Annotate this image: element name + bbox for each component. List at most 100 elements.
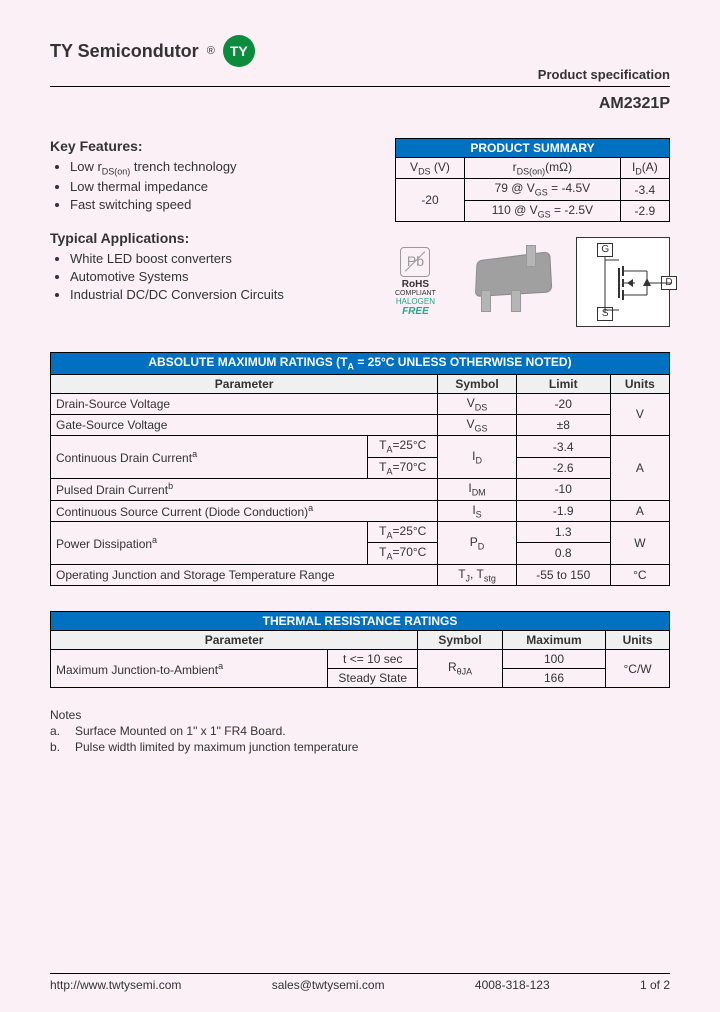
table-header: rDS(on)(mΩ) xyxy=(464,158,620,179)
table-cell: -1.9 xyxy=(516,500,610,521)
rohs-text: FREE xyxy=(395,306,436,317)
notes-heading: Notes xyxy=(50,708,670,722)
table-cell: Maximum Junction-to-Ambienta xyxy=(51,650,328,688)
table-header: Units xyxy=(606,631,670,650)
graphics-row: Pb RoHS COMPLIANT HALOGEN FREE G S D xyxy=(395,237,670,327)
footer: http://www.twtysemi.com sales@twtysemi.c… xyxy=(50,973,670,992)
table-cell: t <= 10 sec xyxy=(328,650,418,669)
table-cell: IDM xyxy=(438,479,517,500)
list-item: White LED boost converters xyxy=(70,250,375,268)
table-cell: Gate-Source Voltage xyxy=(51,414,438,435)
company-name: TY Semicondutor xyxy=(50,41,199,62)
table-cell: TJ, Tstg xyxy=(438,564,517,585)
table-cell: 0.8 xyxy=(516,543,610,564)
table-cell: TA=70°C xyxy=(368,543,438,564)
list-item: Low thermal impedance xyxy=(70,178,375,196)
thermal-title: THERMAL RESISTANCE RATINGS xyxy=(51,612,670,631)
table-cell: Steady State xyxy=(328,669,418,688)
amr-table: ABSOLUTE MAXIMUM RATINGS (TA = 25°C UNLE… xyxy=(50,352,670,586)
part-number: AM2321P xyxy=(50,95,670,113)
table-cell: RθJA xyxy=(418,650,503,688)
table-header: Limit xyxy=(516,374,610,393)
table-cell: -10 xyxy=(516,479,610,500)
list-item: Fast switching speed xyxy=(70,196,375,214)
table-cell: TA=70°C xyxy=(368,457,438,478)
table-cell: 110 @ VGS = -2.5V xyxy=(464,200,620,221)
table-header: Parameter xyxy=(51,631,418,650)
footer-url: http://www.twtysemi.com xyxy=(50,978,181,992)
table-header: Parameter xyxy=(51,374,438,393)
list-item: Low rDS(on) trench technology xyxy=(70,158,375,178)
table-cell: -20 xyxy=(516,393,610,414)
table-cell: °C xyxy=(610,564,669,585)
rohs-text: RoHS xyxy=(395,279,436,290)
list-item: Automotive Systems xyxy=(70,268,375,286)
table-cell: °C/W xyxy=(606,650,670,688)
table-cell: Continuous Source Current (Diode Conduct… xyxy=(51,500,438,521)
note-item: a.Surface Mounted on 1" x 1" FR4 Board. xyxy=(50,724,670,738)
registered-icon: ® xyxy=(207,45,215,57)
table-cell: Operating Junction and Storage Temperatu… xyxy=(51,564,438,585)
table-cell: W xyxy=(610,521,669,564)
summary-title: PRODUCT SUMMARY xyxy=(396,139,670,158)
footer-page: 1 of 2 xyxy=(640,978,670,992)
footer-phone: 4008-318-123 xyxy=(475,978,550,992)
table-cell: ±8 xyxy=(516,414,610,435)
rohs-block: Pb RoHS COMPLIANT HALOGEN FREE xyxy=(395,247,436,317)
table-cell: ID xyxy=(438,436,517,479)
table-cell: IS xyxy=(438,500,517,521)
package-icon xyxy=(451,245,561,320)
table-cell: A xyxy=(610,436,669,500)
table-cell: TA=25°C xyxy=(368,521,438,542)
notes-section: Notes a.Surface Mounted on 1" x 1" FR4 B… xyxy=(50,708,670,754)
rohs-text: HALOGEN xyxy=(395,298,436,307)
table-cell: Power Dissipationa xyxy=(51,521,368,564)
top-section: Key Features: Low rDS(on) trench technol… xyxy=(50,138,670,327)
table-header: Maximum xyxy=(502,631,605,650)
table-header: ID(A) xyxy=(620,158,669,179)
apps-list: White LED boost converters Automotive Sy… xyxy=(50,250,375,305)
apps-heading: Typical Applications: xyxy=(50,230,375,246)
table-cell: Continuous Drain Currenta xyxy=(51,436,368,479)
table-cell: Drain-Source Voltage xyxy=(51,393,438,414)
table-cell: 166 xyxy=(502,669,605,688)
table-cell: 100 xyxy=(502,650,605,669)
spec-label: Product specification xyxy=(50,67,670,82)
schematic-icon: G S D xyxy=(576,237,670,327)
table-cell: A xyxy=(610,500,669,521)
divider xyxy=(50,86,670,87)
table-cell: TA=25°C xyxy=(368,436,438,457)
table-cell: Pulsed Drain Currentb xyxy=(51,479,438,500)
table-cell: -2.9 xyxy=(620,200,669,221)
table-header: Units xyxy=(610,374,669,393)
thermal-table: THERMAL RESISTANCE RATINGS Parameter Sym… xyxy=(50,611,670,688)
mosfet-icon xyxy=(577,238,687,328)
table-cell: VGS xyxy=(438,414,517,435)
table-cell: VDS xyxy=(438,393,517,414)
table-cell: -2.6 xyxy=(516,457,610,478)
note-item: b.Pulse width limited by maximum junctio… xyxy=(50,740,670,754)
table-cell: -20 xyxy=(396,179,465,222)
table-cell: 79 @ VGS = -4.5V xyxy=(464,179,620,200)
table-cell: 1.3 xyxy=(516,521,610,542)
table-cell: -55 to 150 xyxy=(516,564,610,585)
summary-table: PRODUCT SUMMARY VDS (V) rDS(on)(mΩ) ID(A… xyxy=(395,138,670,222)
header: TY Semicondutor ® TY xyxy=(50,35,670,67)
divider xyxy=(50,973,670,974)
table-header: Symbol xyxy=(438,374,517,393)
table-header: VDS (V) xyxy=(396,158,465,179)
logo-icon: TY xyxy=(223,35,255,67)
footer-email: sales@twtysemi.com xyxy=(272,978,385,992)
table-header: Symbol xyxy=(418,631,503,650)
list-item: Industrial DC/DC Conversion Circuits xyxy=(70,286,375,304)
rohs-icon: Pb xyxy=(400,247,430,277)
table-cell: PD xyxy=(438,521,517,564)
features-heading: Key Features: xyxy=(50,138,375,154)
features-column: Key Features: Low rDS(on) trench technol… xyxy=(50,138,375,327)
summary-column: PRODUCT SUMMARY VDS (V) rDS(on)(mΩ) ID(A… xyxy=(395,138,670,327)
features-list: Low rDS(on) trench technology Low therma… xyxy=(50,158,375,215)
amr-title: ABSOLUTE MAXIMUM RATINGS (TA = 25°C UNLE… xyxy=(51,353,670,374)
table-cell: V xyxy=(610,393,669,436)
table-cell: -3.4 xyxy=(516,436,610,457)
table-cell: -3.4 xyxy=(620,179,669,200)
